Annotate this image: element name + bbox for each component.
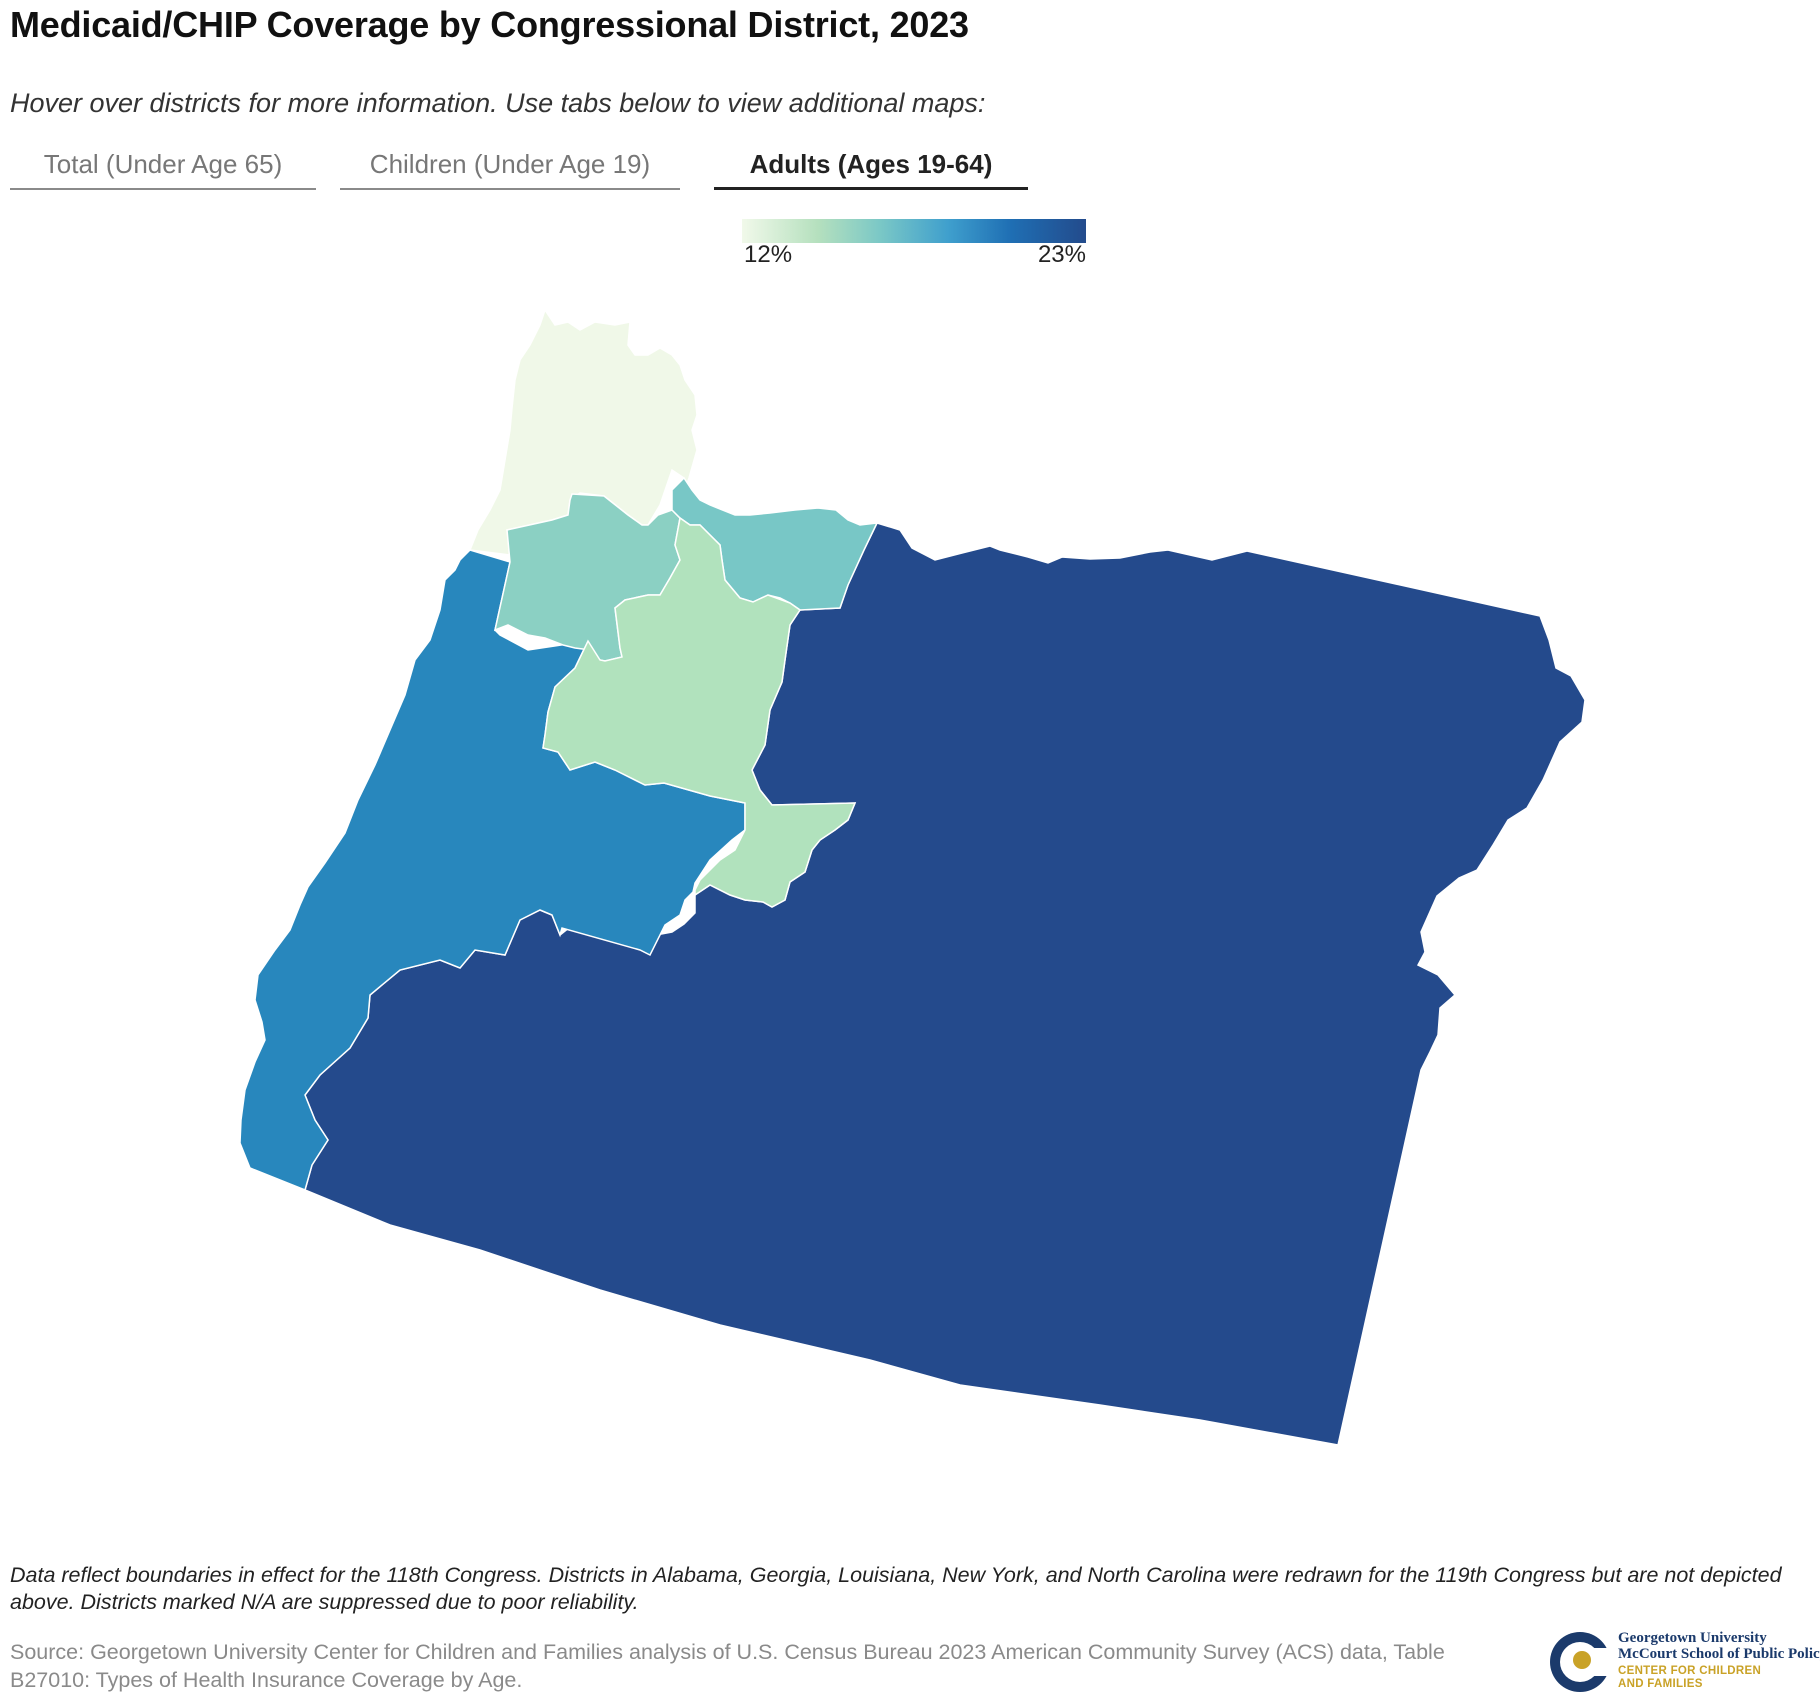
logo-line-school: McCourt School of Public Policy xyxy=(1618,1646,1820,1662)
georgetown-emblem-icon xyxy=(1550,1632,1612,1692)
tab-total-under-65[interactable]: Total (Under Age 65) xyxy=(10,146,316,190)
district-5[interactable] xyxy=(542,516,857,908)
logo-line-center: CENTER FOR CHILDREN xyxy=(1618,1665,1762,1677)
color-legend: 12% 23% xyxy=(742,219,1086,279)
footnote: Data reflect boundaries in effect for th… xyxy=(10,1563,1782,1614)
tab-adults-19-64[interactable]: Adults (Ages 19-64) xyxy=(714,146,1028,190)
georgetown-logo: Georgetown University McCourt School of … xyxy=(1548,1628,1820,1696)
chart-title: Medicaid/CHIP Coverage by Congressional … xyxy=(10,4,969,45)
logo-line-university: Georgetown University xyxy=(1618,1630,1767,1646)
logo-line-families: AND FAMILIES xyxy=(1618,1678,1703,1690)
oregon-district-map xyxy=(239,308,1586,1446)
legend-gradient-bar xyxy=(742,219,1086,243)
district-1[interactable] xyxy=(468,308,698,556)
legend-max-label: 23% xyxy=(1037,241,1086,268)
tab-children-under-19[interactable]: Children (Under Age 19) xyxy=(340,146,680,190)
chart-subtitle: Hover over districts for more informatio… xyxy=(10,88,986,118)
source-note: Source: Georgetown University Center for… xyxy=(10,1640,1445,1692)
legend-min-label: 12% xyxy=(744,241,793,268)
